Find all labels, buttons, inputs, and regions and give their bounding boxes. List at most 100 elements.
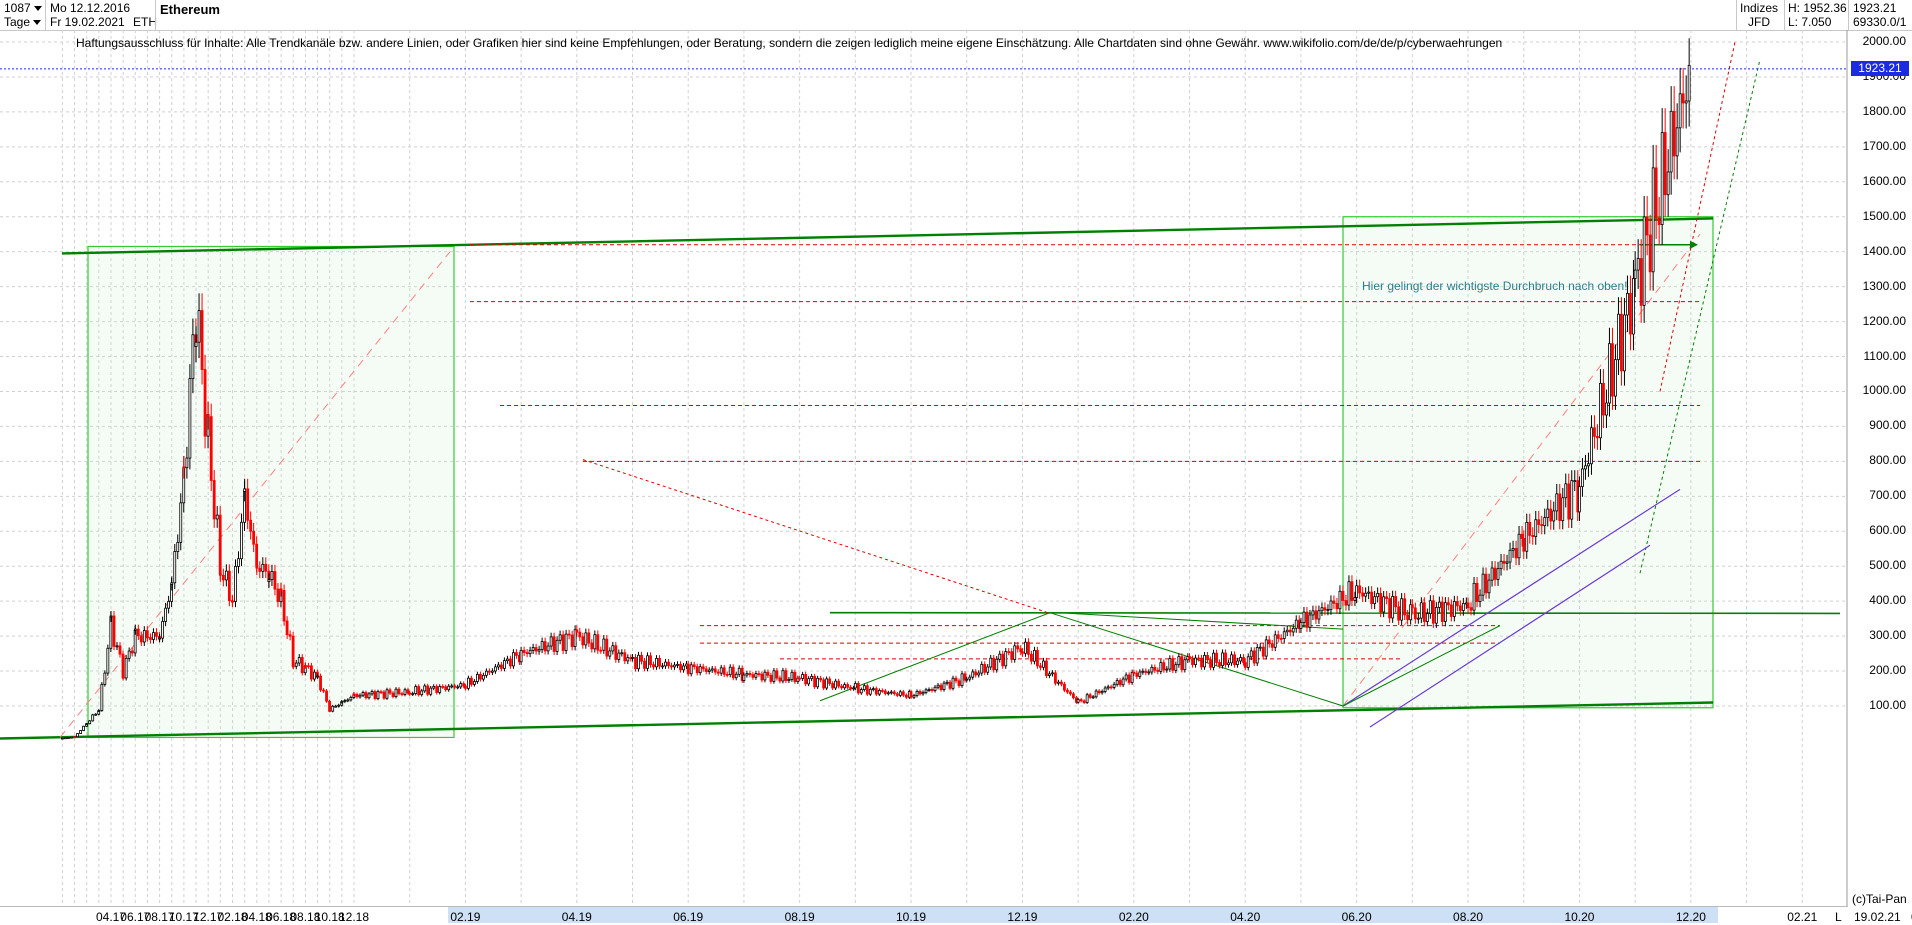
candle-body: [1200, 657, 1203, 668]
divider: [1736, 0, 1737, 30]
candle-body: [1091, 696, 1095, 699]
candle-body: [549, 636, 553, 647]
candle-body: [555, 639, 559, 652]
candle-body: [980, 664, 984, 674]
candle-body: [152, 632, 155, 640]
candle-body: [1558, 493, 1562, 521]
y-tick-label: 200.00: [1869, 663, 1906, 678]
candle-body: [1350, 581, 1354, 601]
chart-plot-area[interactable]: [0, 30, 1848, 906]
candle-body: [1285, 629, 1289, 633]
log-toggle[interactable]: L: [1835, 910, 1842, 924]
candle-body: [1042, 660, 1045, 668]
candle-body: [1472, 582, 1476, 611]
candle-body: [810, 676, 814, 680]
candle-body: [849, 686, 853, 690]
candle-body: [267, 579, 271, 582]
candle-body: [915, 690, 919, 697]
candle-body: [1233, 654, 1236, 665]
candle-body: [1543, 517, 1547, 527]
candle-body: [713, 668, 717, 673]
candle-body: [895, 693, 899, 696]
y-tick-label: 1000.00: [1862, 383, 1906, 398]
candle-body: [488, 670, 491, 673]
candle-body: [1452, 601, 1456, 617]
bar-count-select[interactable]: 1087: [4, 1, 42, 15]
candle-body: [686, 663, 690, 675]
candle-body: [804, 674, 808, 685]
candle-body: [898, 691, 902, 696]
candle-body: [397, 688, 401, 695]
candle-body: [227, 570, 231, 602]
candle-body: [974, 671, 978, 676]
candle-body: [1669, 110, 1673, 173]
candle-body: [1469, 607, 1473, 611]
candle-body: [294, 662, 298, 667]
candle-body: [965, 678, 969, 681]
candle-body: [1094, 690, 1098, 698]
candle-body: [103, 672, 107, 685]
candle-body: [164, 607, 168, 622]
candle-body: [206, 414, 210, 417]
candle-body: [121, 653, 125, 678]
candle-body: [1132, 671, 1136, 674]
candle-body: [1153, 666, 1157, 671]
candle-body: [948, 681, 952, 689]
candle-body: [570, 634, 574, 647]
candle-body: [1276, 634, 1280, 639]
candle-body: [1400, 598, 1404, 621]
candle-body: [1660, 132, 1664, 225]
x-tick-label: 10.17: [168, 910, 199, 924]
candle-body: [470, 677, 473, 685]
candle-body: [76, 733, 79, 738]
candle-body: [1338, 590, 1342, 610]
candle-body: [1654, 167, 1658, 219]
candle-body: [476, 673, 479, 682]
candle-body: [819, 677, 823, 681]
candle-body: [620, 652, 624, 655]
candle-body: [1687, 64, 1691, 102]
candle-body: [300, 657, 304, 674]
candle-body: [100, 683, 104, 711]
candle-body: [1162, 662, 1166, 671]
candle-body: [963, 673, 967, 681]
candle-body: [240, 521, 243, 560]
candle-body: [886, 692, 890, 695]
candle-body: [760, 673, 764, 681]
candle-body: [1212, 652, 1215, 668]
candle-body: [971, 671, 975, 678]
candle-body: [414, 686, 418, 694]
candle-body: [968, 676, 972, 680]
candle-body: [1088, 694, 1092, 698]
period-select[interactable]: Tage: [4, 15, 42, 29]
x-tick-label: 12.18: [338, 910, 370, 924]
candle-body: [676, 663, 679, 666]
candle-body: [118, 645, 122, 655]
candle-body: [218, 572, 222, 576]
candle-body: [325, 690, 328, 702]
candle-body: [787, 679, 791, 681]
candle-body: [1027, 641, 1030, 655]
candle-body: [432, 685, 436, 689]
candle-body: [224, 570, 228, 581]
candle-body: [596, 634, 600, 651]
candle-body: [500, 664, 503, 669]
candle-body: [420, 690, 424, 696]
candle-body: [1385, 596, 1389, 600]
candle-body: [346, 699, 350, 702]
candle-body: [1314, 610, 1318, 620]
candle-body: [1103, 687, 1107, 692]
candle-body: [197, 310, 201, 343]
candle-body: [1370, 591, 1374, 605]
candle-body: [561, 634, 565, 651]
candle-body: [376, 691, 380, 699]
candle-body: [840, 685, 844, 689]
candle-body: [1239, 657, 1242, 662]
candle-body: [1388, 598, 1392, 619]
low-label: L: 7.050: [1788, 15, 1832, 29]
candle-body: [1593, 427, 1596, 437]
candle-body: [822, 679, 826, 689]
candle-body: [754, 673, 758, 678]
candle-body: [1440, 601, 1444, 622]
candle-body: [221, 574, 225, 581]
